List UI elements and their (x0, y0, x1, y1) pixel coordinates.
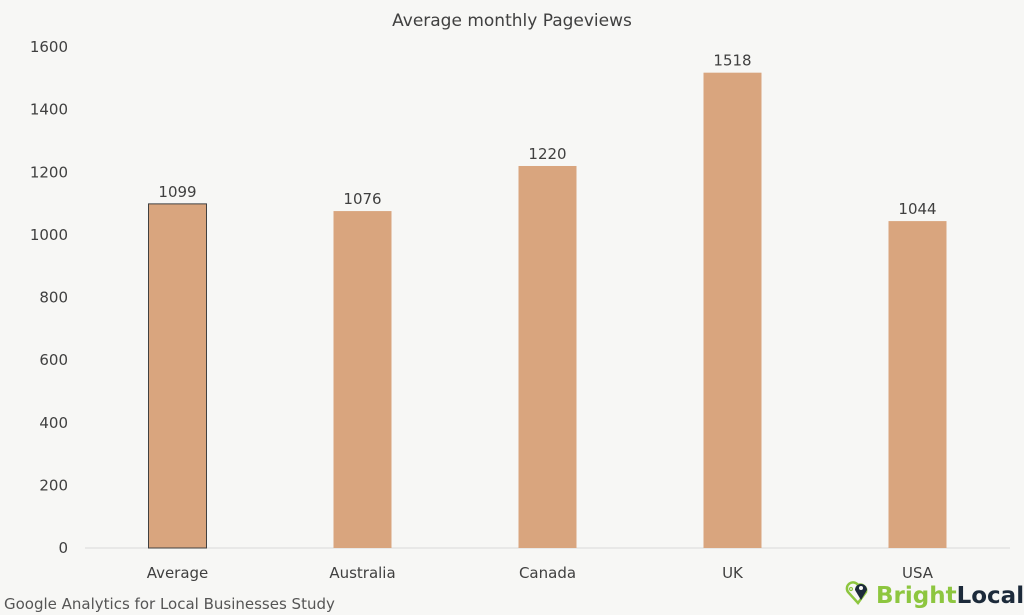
y-tick-label: 1400 (30, 101, 68, 119)
bar-canada (518, 165, 577, 549)
x-tick-label: Average (147, 564, 209, 582)
data-label: 1044 (898, 200, 936, 218)
data-label: 1099 (158, 183, 196, 201)
chart-title: Average monthly Pageviews (392, 11, 632, 31)
y-tick-label: 400 (39, 414, 68, 432)
y-tick-label: 1600 (30, 38, 68, 56)
logo-bright: Bright (876, 583, 957, 609)
y-tick-label: 1200 (30, 163, 68, 181)
x-tick-label: USA (902, 564, 934, 582)
svg-text:BrightLocal: BrightLocal (876, 583, 1024, 609)
y-tick-label: 200 (39, 476, 68, 494)
y-tick-label: 800 (39, 289, 68, 307)
data-label: 1518 (713, 52, 751, 70)
bar-average (148, 203, 207, 549)
x-tick-label: Canada (519, 564, 576, 582)
data-label: 1076 (343, 190, 381, 208)
bar-usa (888, 221, 947, 548)
x-tick-label: Australia (329, 564, 395, 582)
brightlocal-logo: BrightLocal (845, 581, 1024, 609)
y-tick-label: 600 (39, 351, 68, 369)
source-note: Google Analytics for Local Businesses St… (4, 595, 335, 613)
logo-local: Local (957, 583, 1024, 609)
bar-uk (703, 72, 762, 549)
bar-australia (333, 211, 392, 548)
map-pin-heart-icon (845, 581, 868, 605)
y-tick-label: 0 (58, 539, 68, 557)
x-tick-label: UK (722, 564, 744, 582)
data-label: 1220 (528, 145, 566, 163)
y-tick-label: 1000 (30, 226, 68, 244)
